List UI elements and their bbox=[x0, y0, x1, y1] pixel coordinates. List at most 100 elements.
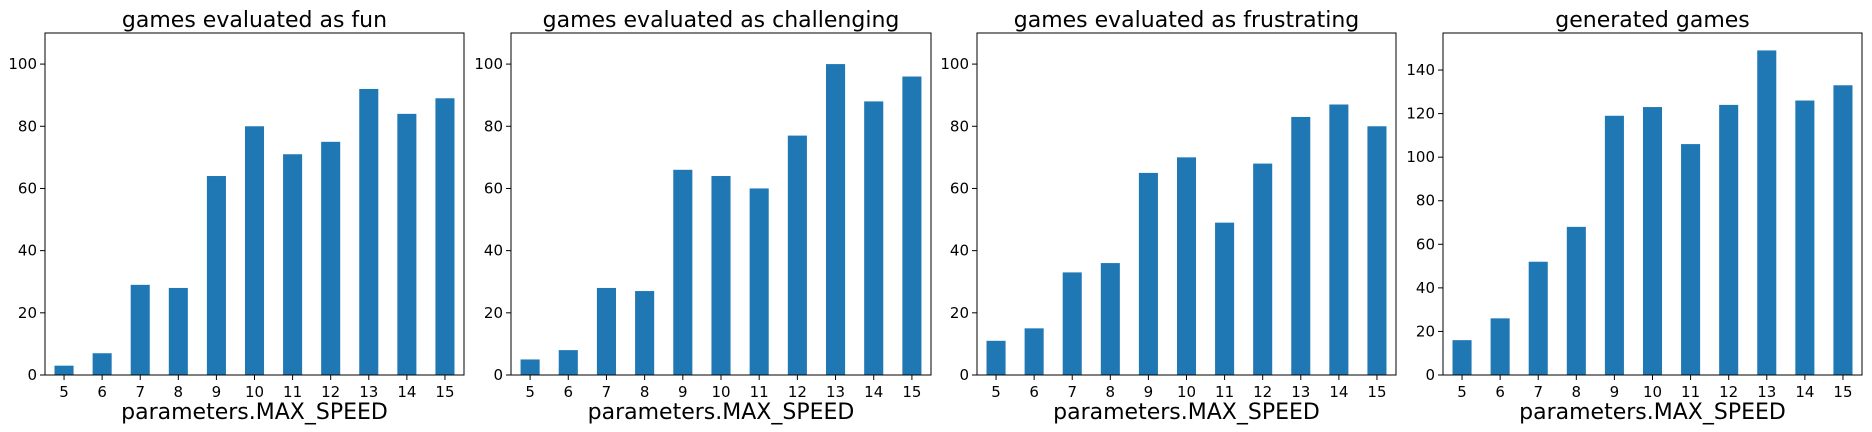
x-tick-label: 8 bbox=[174, 383, 184, 401]
bar bbox=[1833, 85, 1853, 375]
bar bbox=[1024, 328, 1044, 375]
y-tick-label: 100 bbox=[940, 55, 969, 73]
bar bbox=[1176, 157, 1197, 375]
bar bbox=[826, 64, 846, 375]
bar bbox=[1452, 340, 1472, 375]
bar bbox=[1367, 126, 1387, 376]
bar bbox=[520, 359, 540, 375]
x-tick-label: 6 bbox=[1029, 383, 1039, 401]
y-tick-label: 40 bbox=[950, 242, 969, 260]
bar bbox=[902, 76, 922, 375]
x-tick-label: 8 bbox=[640, 383, 650, 401]
bar bbox=[1681, 144, 1701, 375]
bar bbox=[749, 188, 769, 375]
x-tick-label: 12 bbox=[1253, 383, 1272, 401]
bar bbox=[1566, 226, 1586, 375]
bar bbox=[1253, 163, 1273, 375]
y-tick-label: 80 bbox=[18, 117, 37, 135]
y-tick-label: 60 bbox=[484, 179, 503, 197]
x-tick-label: 13 bbox=[359, 383, 378, 401]
y-tick-label: 60 bbox=[1416, 235, 1435, 253]
bar bbox=[168, 287, 188, 375]
y-tick-label: 0 bbox=[27, 366, 37, 384]
chart-panel-1: 5 6 7 8 9 10 11 12 13 14 15 0 20 40 60 80 100 games evalu… bbox=[8, 8, 465, 425]
chart-panel-3: 5 6 7 8 9 10 11 12 13 14 15 0 20 40 60 80 100 games evalu… bbox=[940, 8, 1397, 425]
bar bbox=[359, 88, 379, 376]
y-tick-label: 100 bbox=[474, 55, 503, 73]
y-tick-label: 80 bbox=[950, 117, 969, 135]
bar bbox=[1642, 107, 1663, 375]
bar bbox=[54, 365, 74, 375]
bar bbox=[986, 340, 1006, 375]
y-tick-label: 20 bbox=[950, 304, 969, 322]
x-tick-label: 11 bbox=[1681, 383, 1700, 401]
bar bbox=[283, 154, 303, 375]
y-tick-label: 100 bbox=[8, 55, 37, 73]
x-tick-label: 12 bbox=[788, 383, 807, 401]
x-tick-label: 13 bbox=[1757, 383, 1776, 401]
x-tick-label: 9 bbox=[212, 383, 222, 401]
y-tick-label: 140 bbox=[1406, 61, 1435, 79]
bar bbox=[435, 98, 455, 375]
x-tick-label: 15 bbox=[1833, 383, 1852, 401]
x-tick-label: 15 bbox=[1367, 383, 1386, 401]
y-tick-label: 60 bbox=[18, 179, 37, 197]
x-tick-label: 11 bbox=[283, 383, 302, 401]
bar bbox=[397, 113, 417, 375]
bar bbox=[1719, 104, 1739, 375]
x-axis-label: parameters.MAX_SPEED bbox=[1053, 400, 1320, 425]
x-tick-label: 11 bbox=[1215, 383, 1234, 401]
x-tick-label: 5 bbox=[525, 383, 535, 401]
bar bbox=[1291, 116, 1311, 375]
bar bbox=[864, 101, 884, 376]
y-tick-label: 60 bbox=[950, 179, 969, 197]
y-tick-label: 40 bbox=[1416, 279, 1435, 297]
x-tick-label: 6 bbox=[1495, 383, 1505, 401]
x-tick-label: 5 bbox=[1457, 383, 1467, 401]
x-tick-label: 5 bbox=[991, 383, 1001, 401]
x-tick-label: 7 bbox=[135, 383, 145, 401]
y-tick-label: 0 bbox=[493, 366, 503, 384]
x-tick-label: 8 bbox=[1106, 383, 1116, 401]
y-tick-label: 20 bbox=[18, 304, 37, 322]
x-tick-label: 15 bbox=[435, 383, 454, 401]
bar bbox=[244, 126, 265, 376]
bar bbox=[558, 350, 578, 375]
bar bbox=[635, 291, 655, 375]
x-tick-label: 6 bbox=[97, 383, 107, 401]
x-tick-label: 6 bbox=[563, 383, 573, 401]
x-tick-label: 10 bbox=[1177, 383, 1196, 401]
x-tick-label: 14 bbox=[1329, 383, 1348, 401]
y-tick-label: 40 bbox=[18, 242, 37, 260]
chart-title: games evaluated as frustrating bbox=[1014, 8, 1360, 33]
x-axis-label: parameters.MAX_SPEED bbox=[588, 400, 855, 425]
x-tick-label: 14 bbox=[864, 383, 883, 401]
chart-panel-4: 5 6 7 8 9 10 11 12 13 14 15 0 20 40 60 80 100 120 140 gener… bbox=[1406, 8, 1863, 425]
y-tick-label: 120 bbox=[1406, 105, 1435, 123]
x-tick-label: 8 bbox=[1572, 383, 1582, 401]
x-tick-label: 10 bbox=[711, 383, 730, 401]
x-tick-label: 12 bbox=[1719, 383, 1738, 401]
bar bbox=[1528, 261, 1548, 375]
bar bbox=[711, 176, 731, 375]
x-tick-label: 10 bbox=[245, 383, 264, 401]
x-tick-label: 11 bbox=[750, 383, 769, 401]
x-tick-label: 5 bbox=[59, 383, 69, 401]
bar bbox=[1329, 104, 1349, 375]
bar bbox=[1215, 222, 1235, 375]
y-tick-label: 100 bbox=[1406, 148, 1435, 166]
x-tick-label: 9 bbox=[1610, 383, 1620, 401]
chart-panel-2: 5 6 7 8 9 10 11 12 13 14 15 0 20 40 60 80 100 games evalu… bbox=[474, 8, 932, 425]
x-tick-label: 14 bbox=[1795, 383, 1814, 401]
y-tick-label: 20 bbox=[484, 304, 503, 322]
x-tick-label: 7 bbox=[602, 383, 612, 401]
bar bbox=[1138, 172, 1158, 375]
chart-title: games evaluated as challenging bbox=[543, 8, 900, 33]
x-tick-label: 12 bbox=[321, 383, 340, 401]
x-tick-label: 9 bbox=[1144, 383, 1154, 401]
bar bbox=[206, 176, 226, 375]
y-tick-label: 0 bbox=[959, 366, 969, 384]
x-tick-label: 7 bbox=[1067, 383, 1077, 401]
y-tick-label: 0 bbox=[1425, 366, 1435, 384]
